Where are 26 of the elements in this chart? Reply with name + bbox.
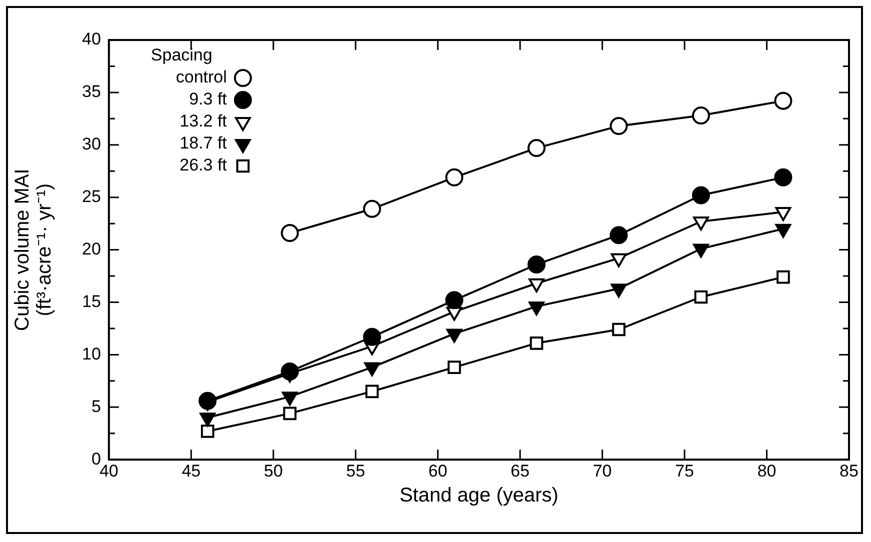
x-tick-label: 85 — [840, 461, 858, 480]
x-tick-label: 65 — [510, 461, 530, 480]
legend-label: 26.3 ft — [180, 156, 228, 175]
y-tick-label: 15 — [82, 292, 101, 311]
y-tick-label: 20 — [82, 239, 101, 258]
y-tick-label: 30 — [82, 134, 101, 154]
x-tick-label: 70 — [592, 461, 612, 480]
y-axis-title: Cubic volume MAI (ft³·acre⁻¹· yr⁻¹) — [12, 168, 56, 331]
x-tick-label: 80 — [757, 461, 776, 480]
y-tick-label: 35 — [82, 82, 101, 102]
x-tick-label: 50 — [264, 461, 283, 480]
x-tick-label: 55 — [346, 461, 366, 480]
x-axis-title: Stand age (years) — [399, 484, 558, 507]
x-tick-label: 45 — [182, 461, 201, 480]
y-tick-label: 10 — [82, 344, 101, 364]
legend-label: 13.2 ft — [180, 112, 228, 131]
legend-title: Spacing — [150, 46, 212, 65]
y-tick-label: 0 — [91, 449, 101, 468]
x-tick-label: 60 — [428, 461, 448, 480]
legend-label: 9.3 ft — [189, 90, 228, 109]
y-tick-label: 40 — [82, 30, 101, 49]
x-tick-label: 75 — [675, 461, 694, 480]
y-tick-label: 25 — [82, 187, 101, 206]
legend-label: control — [176, 68, 227, 87]
y-tick-label: 5 — [91, 396, 101, 416]
legend-label: 18.7 ft — [180, 134, 228, 153]
